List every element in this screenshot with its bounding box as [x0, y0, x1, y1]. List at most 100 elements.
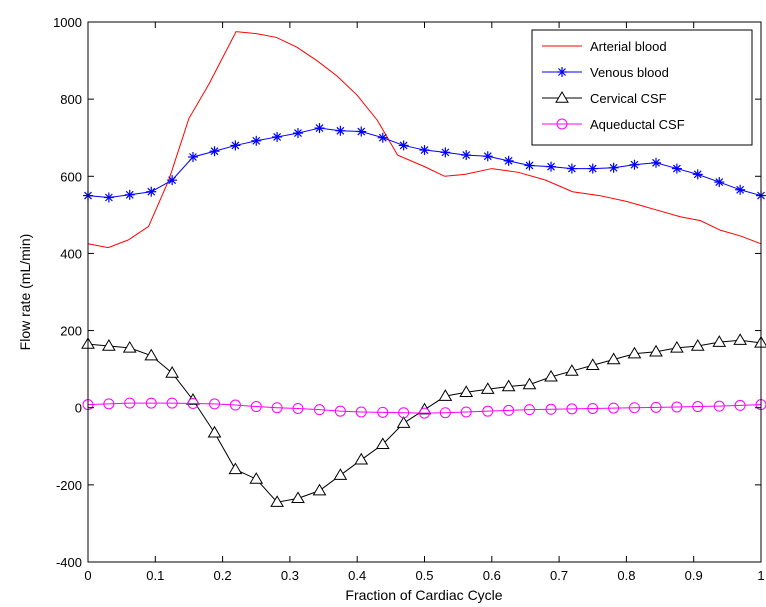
data-point-aqueductal-csf	[566, 403, 578, 415]
series-aqueductal-csf	[82, 397, 766, 419]
data-point-cervical-csf	[228, 462, 243, 475]
data-point-venous-blood	[546, 161, 557, 172]
series-cervical-csf	[81, 333, 766, 507]
data-point-venous-blood	[187, 152, 198, 162]
legend-label: Venous blood	[590, 65, 669, 80]
data-point-cervical-csf	[522, 377, 537, 390]
data-point-venous-blood	[103, 192, 114, 203]
y-tick-label: -400	[56, 555, 82, 570]
data-point-cervical-csf	[733, 333, 748, 345]
data-point-aqueductal-csf	[103, 398, 115, 410]
data-point-cervical-csf	[480, 382, 495, 394]
data-point-aqueductal-csf	[398, 407, 410, 419]
data-point-cervical-csf	[207, 425, 222, 438]
data-point-venous-blood	[419, 145, 430, 156]
data-point-aqueductal-csf	[271, 402, 283, 414]
legend-label: Aqueductal CSF	[590, 117, 685, 132]
data-point-venous-blood	[377, 132, 388, 143]
data-point-cervical-csf	[459, 385, 474, 397]
data-point-aqueductal-csf	[587, 402, 599, 414]
data-point-venous-blood	[146, 186, 157, 197]
y-tick-label: 800	[60, 92, 82, 107]
legend-marker	[557, 67, 567, 77]
data-point-cervical-csf	[101, 339, 116, 351]
data-point-aqueductal-csf	[713, 400, 725, 412]
data-point-aqueductal-csf	[650, 401, 662, 413]
data-point-cervical-csf	[585, 358, 600, 370]
data-point-aqueductal-csf	[482, 405, 494, 417]
data-point-venous-blood	[251, 135, 262, 146]
data-point-aqueductal-csf	[419, 407, 430, 419]
data-point-aqueductal-csf	[229, 399, 241, 411]
x-tick-label: 0	[84, 568, 91, 583]
data-point-venous-blood	[314, 123, 325, 134]
tick-layer: 0 0.1 0.2 0.3 0.4 0.5 0.6 0.7 0.8 0.9 1 -400 -200 0 20…	[53, 15, 765, 583]
data-point-venous-blood	[356, 126, 367, 137]
legend-item-arterial-blood: Arterial blood	[542, 39, 667, 54]
x-tick-label: 0.2	[214, 568, 232, 583]
series-layer	[81, 31, 766, 507]
x-tick-label: 0.5	[415, 568, 433, 583]
data-point-venous-blood	[461, 150, 472, 161]
data-point-venous-blood	[398, 140, 409, 151]
y-tick-label: -200	[56, 478, 82, 493]
x-axis-label: Fraction of Cardiac Cycle	[345, 587, 502, 603]
y-tick-label: 600	[60, 169, 82, 184]
data-point-aqueductal-csf	[608, 402, 620, 414]
y-axis-label: Flow rate (mL/min)	[17, 234, 33, 351]
data-point-aqueductal-csf	[314, 404, 326, 416]
x-tick-label: 0.6	[483, 568, 501, 583]
x-tick-label: 0.8	[617, 568, 635, 583]
data-point-venous-blood	[735, 184, 746, 195]
data-point-cervical-csf	[354, 452, 369, 465]
data-point-cervical-csf	[544, 369, 558, 382]
x-tick-label: 1	[757, 568, 764, 583]
data-point-cervical-csf	[249, 472, 264, 484]
y-tick-label: 0	[75, 401, 82, 416]
data-point-venous-blood	[292, 128, 303, 139]
data-point-venous-blood	[335, 125, 346, 136]
legend-label: Cervical CSF	[590, 91, 667, 106]
data-point-venous-blood	[524, 160, 535, 171]
data-point-venous-blood	[167, 175, 178, 186]
data-point-cervical-csf	[312, 483, 327, 496]
data-point-cervical-csf	[649, 344, 663, 357]
x-tick-label: 0.9	[685, 568, 703, 583]
data-point-aqueductal-csf	[250, 401, 262, 413]
legend-item-cervical-csf: Cervical CSF	[542, 91, 667, 106]
series-line-aqueductal-csf	[87, 402, 762, 414]
data-point-venous-blood	[608, 162, 619, 173]
data-point-venous-blood	[671, 163, 682, 174]
data-point-cervical-csf	[396, 416, 411, 428]
data-point-venous-blood	[272, 131, 283, 142]
data-point-aqueductal-csf	[503, 404, 515, 416]
legend-item-venous-blood: Venous blood	[542, 65, 669, 80]
data-point-venous-blood	[440, 147, 451, 158]
series-venous-blood	[83, 123, 766, 203]
data-point-venous-blood	[651, 157, 662, 168]
data-point-venous-blood	[692, 169, 703, 180]
y-tick-label: 400	[60, 246, 82, 261]
data-point-cervical-csf	[501, 379, 516, 392]
data-point-venous-blood	[482, 151, 493, 162]
data-point-venous-blood	[629, 159, 640, 170]
data-point-venous-blood	[503, 155, 514, 166]
data-point-aqueductal-csf	[355, 406, 367, 418]
data-point-cervical-csf	[627, 346, 642, 359]
data-point-venous-blood	[566, 163, 577, 174]
data-point-cervical-csf	[438, 389, 453, 401]
x-tick-label: 0.7	[550, 568, 568, 583]
legend-marker	[555, 91, 569, 103]
legend-box	[531, 29, 753, 146]
data-point-venous-blood	[124, 189, 135, 200]
data-point-aqueductal-csf	[292, 402, 304, 414]
data-point-aqueductal-csf	[124, 397, 136, 409]
data-point-cervical-csf	[670, 340, 684, 353]
data-point-aqueductal-csf	[523, 404, 535, 416]
data-point-aqueductal-csf	[334, 405, 346, 417]
series-arterial-blood	[87, 31, 762, 249]
legend-label: Arterial blood	[590, 39, 667, 54]
data-point-aqueductal-csf	[692, 401, 704, 413]
y-tick-label: 200	[60, 324, 82, 339]
data-point-venous-blood	[230, 140, 241, 151]
